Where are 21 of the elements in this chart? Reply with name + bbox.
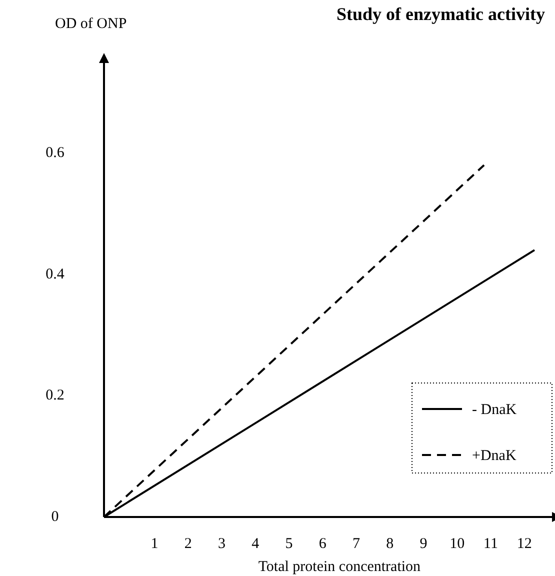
x-tick-label: 5 — [285, 536, 293, 552]
x-tick-label: 4 — [252, 536, 260, 552]
x-tick-label: 10 — [450, 536, 465, 552]
y-axis-title: OD of ONP — [55, 16, 127, 32]
x-axis-title: Total protein concentration — [258, 559, 422, 575]
x-tick-label: 2 — [184, 536, 192, 552]
y-tick-label: 0.6 — [46, 145, 65, 161]
x-tick-label: 8 — [386, 536, 394, 552]
x-tick-label: 12 — [516, 536, 532, 552]
x-tick-label: 9 — [420, 536, 428, 552]
x-tick-label: 6 — [318, 536, 327, 552]
legend-label: +DnaK — [472, 448, 516, 464]
y-tick-label: 0.2 — [46, 388, 64, 404]
legend-label: - DnaK — [472, 402, 517, 418]
x-tick-label: 3 — [218, 536, 226, 552]
chart-title: Study of enzymatic activity — [336, 4, 545, 24]
x-tick-label: 1 — [150, 536, 158, 552]
x-tick-label: 11 — [484, 536, 498, 552]
y-tick-label: 0 — [51, 509, 59, 525]
x-tick-label: 7 — [352, 536, 360, 552]
y-tick-label: 0.4 — [46, 266, 65, 282]
